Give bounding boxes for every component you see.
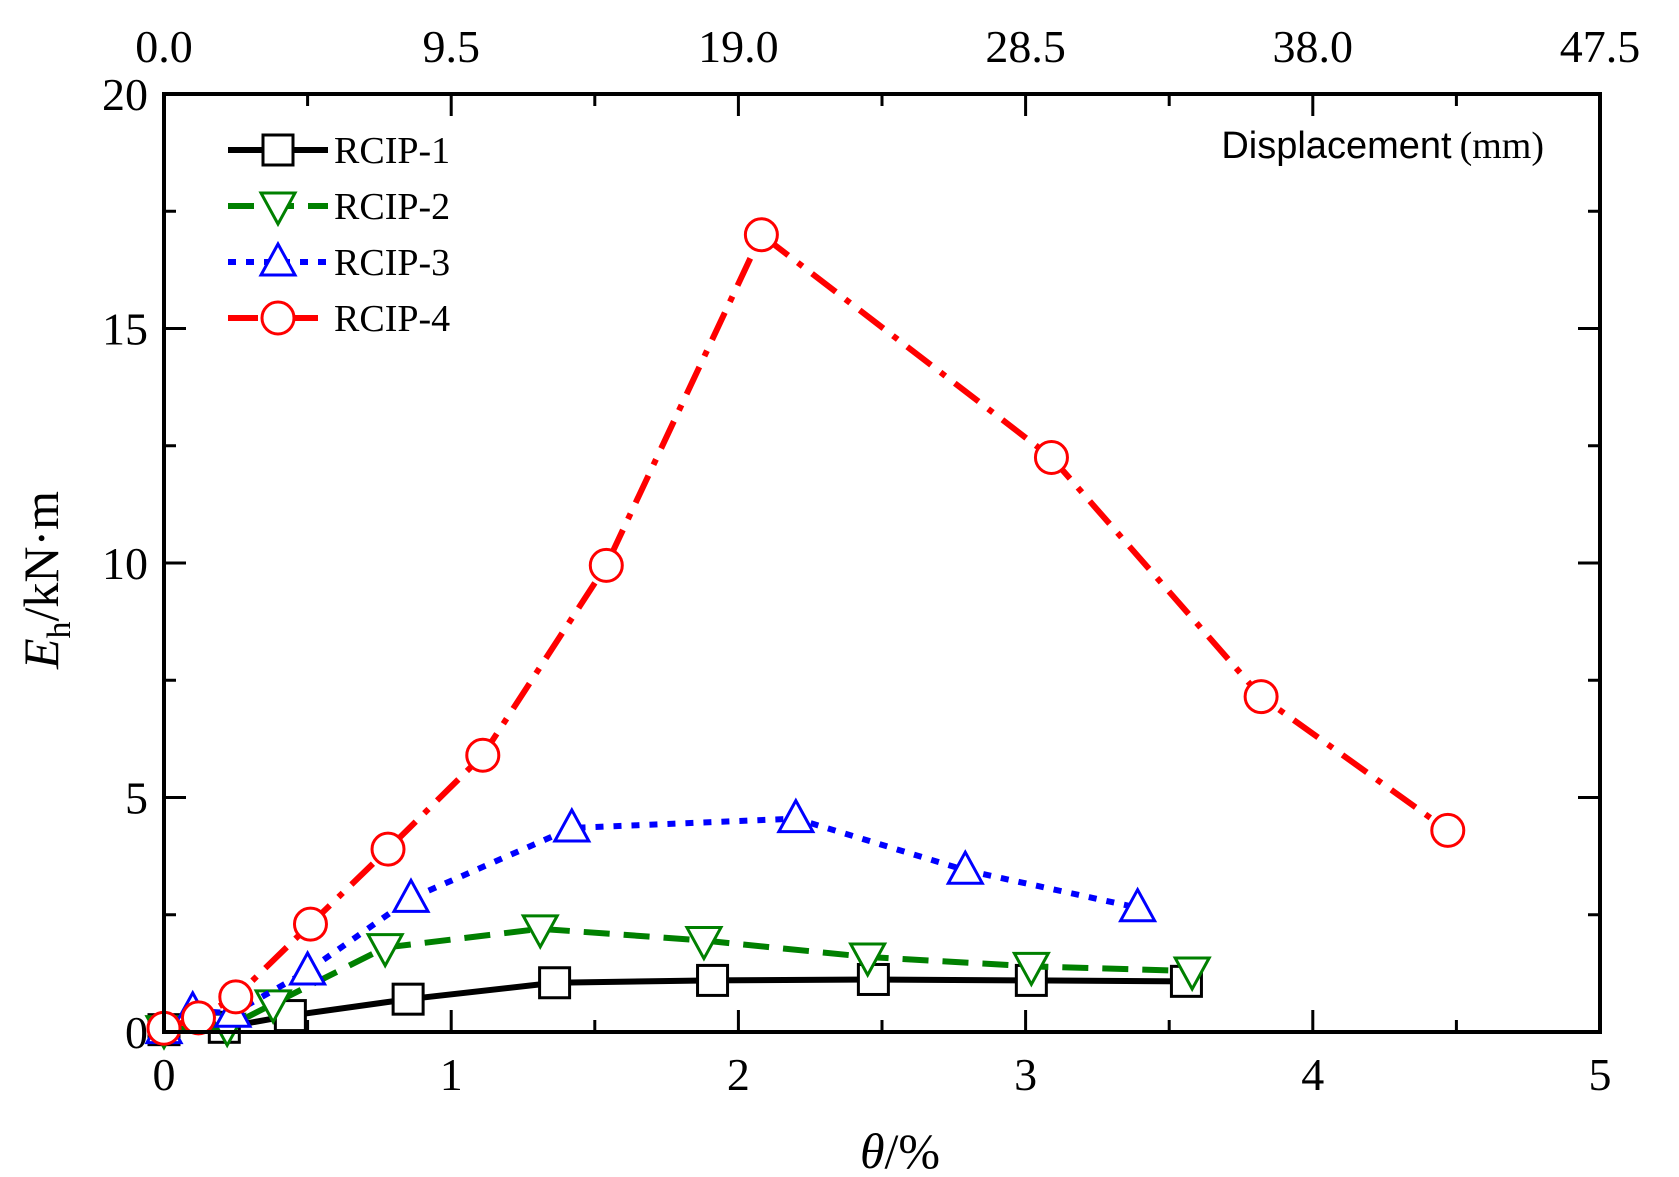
data-point [370, 831, 406, 867]
legend-item: RCIP-2 [228, 186, 450, 228]
x-axis-title: θ/% [860, 1123, 940, 1177]
x-tick-label: 4 [1301, 1049, 1324, 1100]
data-point [180, 1000, 216, 1036]
legend-marker [260, 300, 296, 336]
legend-marker [258, 240, 298, 277]
data-point [520, 914, 560, 950]
y-tick-label: 0 [125, 1007, 148, 1058]
y-tick-label: 15 [102, 304, 148, 355]
legend-item: RCIP-1 [228, 130, 450, 172]
y-axis-title: Eh/kN·m [13, 491, 78, 670]
x-tick-label: 0 [153, 1049, 176, 1100]
data-point [365, 933, 405, 969]
data-point [945, 849, 985, 885]
top-tick-label: 28.5 [985, 21, 1066, 72]
legend-marker [258, 191, 298, 228]
top-tick-label: 38.0 [1273, 21, 1354, 72]
series-rcip-4 [146, 217, 1466, 1046]
ticks-layer [162, 92, 1602, 1034]
top-tick-label: 47.5 [1560, 21, 1641, 72]
data-point [292, 906, 328, 942]
data-point [743, 217, 779, 253]
data-point [288, 949, 328, 986]
y-tick-label: 5 [125, 773, 148, 824]
data-point [588, 547, 624, 583]
top-axis-title: Displacement (mm) [1221, 125, 1544, 167]
data-point [391, 877, 431, 913]
data-point [1011, 951, 1051, 988]
x-tick-label: 3 [1014, 1049, 1037, 1100]
legend-label: RCIP-1 [334, 130, 450, 172]
x-tick-label: 1 [440, 1049, 463, 1100]
top-tick-label: 19.0 [698, 21, 779, 72]
legend-item: RCIP-4 [228, 298, 450, 340]
data-point [684, 926, 724, 962]
data-point [552, 806, 592, 843]
legend-marker [261, 133, 295, 167]
legend-label: RCIP-2 [334, 186, 450, 228]
data-point [848, 942, 888, 979]
labels-layer: 0 1 2 3 4 5 0.0 9.5 19.0 28.5 38.0 47.5 0 5 10 15 20 [102, 21, 1640, 1100]
y-tick-label: 20 [102, 69, 148, 120]
data-point [776, 797, 816, 834]
data-point [1172, 956, 1212, 993]
plot-frame [162, 92, 1602, 1034]
data-point [391, 982, 425, 1016]
series-layer [144, 217, 1466, 1051]
data-point [538, 966, 572, 1000]
data-point [1118, 886, 1158, 923]
x-tick-label: 5 [1589, 1049, 1612, 1100]
data-point [218, 979, 254, 1015]
series-line [163, 231, 1450, 1032]
data-point [1033, 439, 1069, 475]
legend-label: RCIP-3 [334, 242, 450, 284]
data-point [465, 737, 501, 773]
legend-item: RCIP-3 [228, 240, 450, 284]
data-point [696, 963, 730, 997]
legend: RCIP-1 RCIP-2 RCIP-3 RCIP-4 [228, 130, 450, 340]
x-tick-label: 2 [727, 1049, 750, 1100]
data-point [1430, 812, 1466, 848]
data-point [1243, 679, 1279, 715]
top-tick-label: 9.5 [422, 21, 480, 72]
top-tick-label: 0.0 [135, 21, 193, 72]
y-tick-label: 10 [102, 538, 148, 589]
legend-label: RCIP-4 [334, 298, 450, 340]
